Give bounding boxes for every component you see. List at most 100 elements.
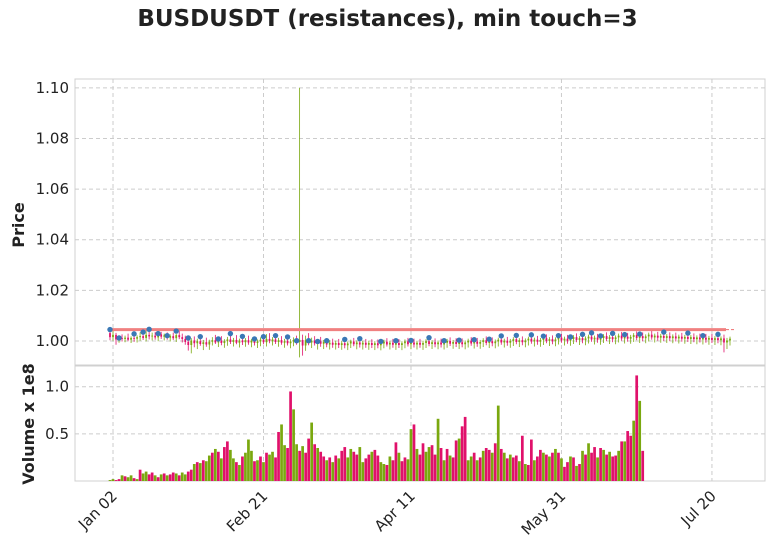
resistance-touch-point (715, 331, 721, 338)
candle-body (181, 337, 184, 339)
volume-bar (469, 456, 473, 481)
volume-bar (572, 457, 575, 481)
candle-body (223, 341, 226, 343)
volume-bar (111, 479, 115, 481)
candle-body (575, 337, 578, 340)
x-tick-label: Jul 20 (677, 487, 720, 530)
volume-bar (554, 448, 557, 481)
volume-bar (304, 452, 307, 481)
volume-bar (530, 439, 533, 481)
volume-bar (608, 451, 611, 481)
candle-body (121, 338, 123, 339)
candle-body (714, 338, 716, 340)
candle-body (392, 342, 394, 345)
candle-body (449, 340, 451, 344)
volume-bar (180, 472, 184, 481)
volume-bar (557, 452, 560, 481)
candle-body (548, 339, 551, 341)
candle-body (491, 341, 494, 344)
resistance-touch-point (197, 333, 203, 340)
candle-body (382, 341, 385, 344)
candle-body (277, 340, 280, 342)
candle-body (115, 334, 117, 340)
volume-bar (487, 449, 491, 481)
resistance-touch-point (239, 333, 246, 340)
volume-bar (253, 461, 256, 481)
volume-bar (385, 464, 389, 481)
volume-bar (373, 449, 377, 481)
candle-body (289, 341, 292, 344)
volume-bar (617, 450, 620, 481)
volume-bar (575, 465, 578, 481)
volume-bar (292, 409, 295, 481)
volume-bar (484, 448, 488, 481)
candle-body (319, 341, 322, 344)
candle-body (274, 339, 277, 342)
volume-bar (232, 458, 235, 481)
volume-bar (150, 472, 154, 481)
candle-body (533, 339, 536, 342)
candle-body (521, 340, 524, 343)
volume-bar (427, 447, 431, 481)
volume-bar (463, 416, 467, 481)
candle-body (268, 338, 271, 342)
candle-body (705, 337, 707, 340)
resistance-touch-point (272, 332, 279, 339)
volume-y-ticks: 0.5 1.0 (45, 378, 69, 443)
candle-body (497, 339, 500, 342)
volume-bar (499, 448, 503, 481)
volume-bar (277, 431, 280, 481)
resistance-touch-point (685, 330, 691, 336)
volume-bar (286, 448, 289, 481)
volume-bar (340, 450, 344, 481)
candle-body (211, 340, 214, 342)
candle-body (683, 336, 686, 339)
price-plot-area (74, 78, 766, 366)
volume-bar (108, 480, 112, 481)
candle-body (431, 342, 433, 344)
candle-body (407, 341, 409, 345)
candle-body (530, 338, 533, 342)
candle-body (298, 339, 301, 342)
resistance-touch-point (314, 338, 321, 345)
volume-bar (331, 462, 335, 481)
volume-bar (451, 457, 455, 481)
candle-body (422, 342, 424, 345)
resistance-touch-point (498, 333, 504, 339)
x-tick-label: Feb 21 (223, 487, 271, 535)
candle-body (220, 340, 223, 343)
candle-body (614, 337, 617, 340)
volume-bar (599, 448, 602, 481)
candle-body (551, 339, 554, 342)
volume-bar (563, 466, 566, 481)
volume-bar (593, 447, 596, 481)
price-panel: 1.00 1.02 1.04 1.06 1.08 1.10 Price (9, 78, 766, 366)
volume-bar (442, 460, 446, 481)
candle-body (702, 337, 704, 340)
volume-bar (448, 455, 452, 481)
candle-body (485, 340, 488, 343)
candle-body (671, 336, 674, 339)
volume-bar (171, 472, 175, 481)
candle-body (641, 336, 644, 339)
candle-body (109, 333, 111, 338)
candle-body (265, 338, 268, 343)
candle-body (151, 335, 154, 337)
resistance-touch-point (227, 330, 234, 337)
candle-body (241, 340, 244, 343)
candle-body (334, 342, 337, 345)
candle-body (389, 342, 391, 345)
candle-body (190, 340, 193, 346)
volume-bar (424, 451, 428, 481)
candle-body (711, 337, 713, 340)
volume-bar (478, 457, 482, 481)
candle-body (199, 341, 202, 344)
candle-body (458, 342, 461, 344)
resistance-touch-point (513, 332, 520, 339)
candle-body (253, 340, 256, 343)
candle-body (124, 337, 126, 339)
volume-bar (159, 474, 163, 481)
volume-bar (587, 443, 590, 481)
volume-bar (334, 455, 338, 481)
volume-bar (259, 456, 262, 481)
